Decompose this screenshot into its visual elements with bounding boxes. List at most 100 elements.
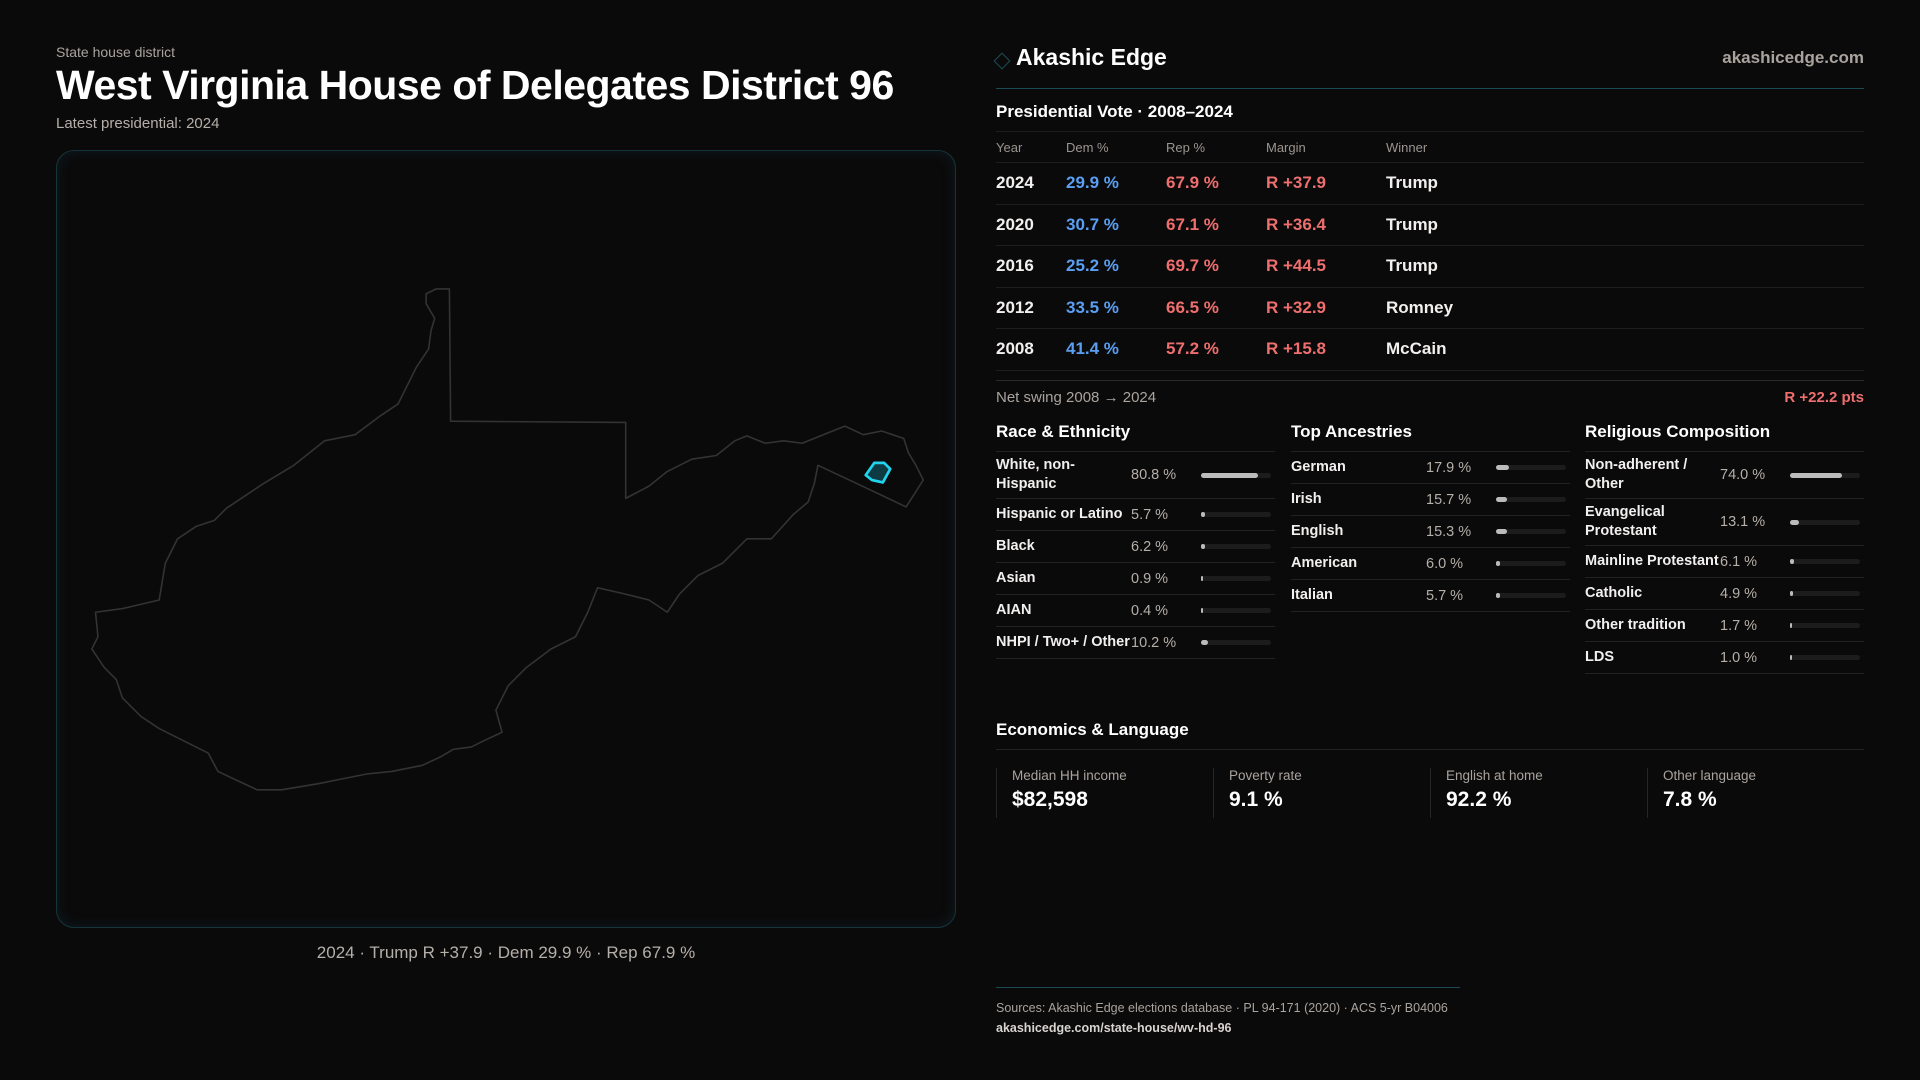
bar-fill	[1790, 472, 1842, 478]
bar-fill	[1201, 472, 1258, 478]
bar-track	[1201, 472, 1271, 478]
cell-winner: McCain	[1386, 328, 1864, 371]
bar-track	[1201, 512, 1271, 517]
cell-margin: R +15.8	[1266, 328, 1386, 371]
bar-fill	[1201, 544, 1206, 549]
bar-track	[1790, 655, 1860, 660]
brand-name: Akashic Edge	[1016, 44, 1167, 70]
stat-card: Median HH income $82,598	[996, 768, 1213, 818]
bar-fill	[1790, 623, 1792, 628]
list-item: Mainline Protestant 6.1 %	[1585, 546, 1864, 578]
page-url[interactable]: akashicedge.com/state-house/wv-hd-96	[996, 1021, 1232, 1035]
list-item: English 15.3 %	[1291, 516, 1570, 548]
bar-fill	[1790, 559, 1795, 564]
bar-track	[1496, 593, 1566, 598]
cell-rep: 66.5 %	[1166, 287, 1266, 329]
item-label: Irish	[1291, 491, 1322, 507]
col-winner: Winner	[1386, 131, 1864, 163]
cell-year: 2016	[996, 245, 1066, 288]
item-percent: 5.7 %	[1426, 587, 1464, 604]
cell-margin: R +36.4	[1266, 204, 1386, 246]
bar-track	[1201, 576, 1271, 581]
cell-winner: Romney	[1386, 287, 1864, 329]
col-rep: Rep %	[1166, 131, 1266, 163]
item-percent: 1.7 %	[1720, 617, 1758, 634]
list-item: Irish 15.7 %	[1291, 484, 1570, 516]
list-item: LDS 1.0 %	[1585, 642, 1864, 674]
cell-rep: 69.7 %	[1166, 245, 1266, 288]
item-label: German	[1291, 459, 1346, 475]
stat-card: Poverty rate 9.1 %	[1213, 768, 1430, 818]
cell-margin: R +44.5	[1266, 245, 1386, 288]
list-item: AIAN 0.4 %	[996, 595, 1275, 627]
item-label: Non-adherent / Other	[1585, 457, 1688, 492]
bar-fill	[1790, 519, 1800, 525]
map-caption: 2024 · Trump R +37.9 · Dem 29.9 % · Rep …	[316, 943, 696, 962]
sources-text: Sources: Akashic Edge elections database…	[996, 1001, 1448, 1015]
item-percent: 13.1 %	[1720, 514, 1766, 530]
list-item: Italian 5.7 %	[1291, 580, 1570, 612]
stat-card: Other language 7.8 %	[1647, 768, 1864, 818]
swing-label: Net swing 2008 → 2024	[996, 389, 1157, 406]
item-percent: 6.1 %	[1720, 553, 1758, 570]
stat-label: English at home	[1446, 768, 1543, 783]
item-label: White, non-Hispanic	[996, 457, 1075, 492]
list-item: German 17.9 %	[1291, 452, 1570, 484]
item-percent: 15.7 %	[1426, 491, 1472, 508]
brand: Akashic Edge	[993, 44, 1167, 71]
item-label: AIAN	[996, 602, 1032, 618]
list-item: Non-adherent / Other 74.0 %	[1585, 452, 1864, 499]
list-item: White, non-Hispanic 80.8 %	[996, 452, 1275, 499]
item-label: Other tradition	[1585, 617, 1686, 633]
economics-section: Economics & Language Median HH income $82…	[996, 720, 1864, 818]
stat-value: 7.8 %	[1663, 788, 1717, 811]
bar-track	[1201, 544, 1271, 549]
header-divider	[996, 88, 1864, 89]
col-margin: Margin	[1266, 131, 1386, 163]
bar-fill	[1201, 640, 1209, 645]
cell-rep: 67.9 %	[1166, 162, 1266, 205]
item-percent: 10.2 %	[1131, 634, 1177, 651]
bar-track	[1496, 497, 1566, 502]
bar-track	[1790, 591, 1860, 596]
bar-fill	[1201, 576, 1203, 581]
economics-title: Economics & Language	[996, 720, 1864, 750]
list-item: American 6.0 %	[1291, 548, 1570, 580]
item-label: Italian	[1291, 587, 1333, 603]
cell-winner: Trump	[1386, 204, 1864, 246]
bar-fill	[1496, 529, 1507, 534]
bar-fill	[1496, 497, 1507, 502]
site-link[interactable]: akashicedge.com	[1722, 48, 1864, 67]
ancestry-section: Top Ancestries German 17.9 % Irish 15.7 % Eng…	[1291, 422, 1570, 612]
table-row: 2012 33.5 % 66.5 % R +32.9 Romney	[996, 287, 1864, 329]
cell-year: 2008	[996, 328, 1066, 371]
cell-dem: 30.7 %	[1066, 204, 1166, 246]
map-panel[interactable]	[56, 150, 956, 928]
cell-year: 2024	[996, 162, 1066, 205]
religion-section: Religious Composition Non-adherent / Othe…	[1585, 422, 1864, 674]
item-label: Black	[996, 538, 1035, 554]
stat-value: 92.2 %	[1446, 788, 1512, 811]
item-percent: 17.9 %	[1426, 459, 1472, 476]
item-label: Asian	[996, 570, 1036, 586]
stat-card: English at home 92.2 %	[1430, 768, 1647, 818]
bar-track	[1201, 640, 1271, 645]
item-label: LDS	[1585, 649, 1614, 665]
table-header: Year Dem % Rep % Margin Winner	[996, 131, 1864, 163]
item-percent: 0.9 %	[1131, 570, 1169, 587]
stat-label: Poverty rate	[1229, 768, 1302, 783]
list-item: Asian 0.9 %	[996, 563, 1275, 595]
item-percent: 6.2 %	[1131, 538, 1169, 555]
ancestry-title: Top Ancestries	[1291, 422, 1570, 452]
bar-track	[1496, 529, 1566, 534]
item-percent: 0.4 %	[1131, 602, 1169, 619]
table-row: 2020 30.7 % 67.1 % R +36.4 Trump	[996, 204, 1864, 246]
item-percent: 6.0 %	[1426, 555, 1464, 572]
item-percent: 1.0 %	[1720, 649, 1758, 666]
item-percent: 4.9 %	[1720, 585, 1758, 602]
bar-track	[1790, 519, 1860, 525]
race-title: Race & Ethnicity	[996, 422, 1275, 452]
cell-dem: 25.2 %	[1066, 245, 1166, 288]
stat-value: 9.1 %	[1229, 788, 1283, 811]
stat-label: Median HH income	[1012, 768, 1127, 783]
